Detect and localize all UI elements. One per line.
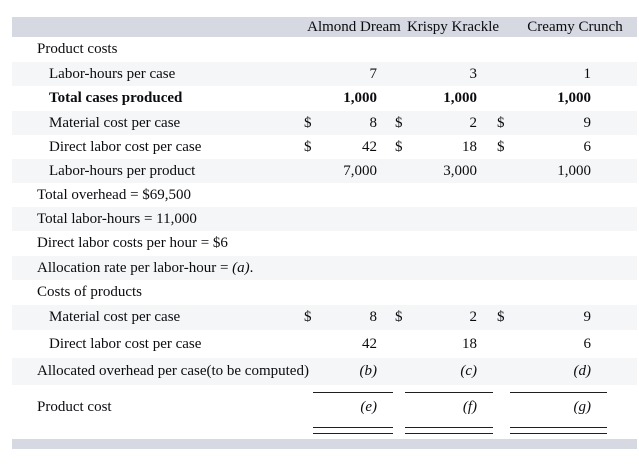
double-rule-creamy <box>510 427 607 434</box>
value-creamy: 6 <box>583 335 592 352</box>
value-almond: 8 <box>369 114 378 131</box>
value-krispy: 1,000 <box>443 90 477 106</box>
value-krispy: 2 <box>469 114 478 131</box>
row-direct-labor-2: Direct labor cost per case 42 18 6 <box>12 330 637 358</box>
value-creamy: 9 <box>583 309 592 325</box>
value-krispy: 2 <box>469 309 478 325</box>
value-creamy: 6 <box>583 138 592 155</box>
allocation-rate-variable: (a) <box>232 259 250 276</box>
col-header-krispy-krackle: Krispy Krackle <box>406 18 500 35</box>
row-costs-of-products: Costs of products <box>12 280 637 305</box>
value-creamy: (d) <box>573 363 592 379</box>
dollar-sign-creamy: $ <box>497 309 505 325</box>
row-label: Total labor-hours = 11,000 <box>37 210 197 227</box>
value-krispy: 3 <box>469 65 478 82</box>
row-label: Allocation rate per labor-hour = (a). <box>12 260 637 277</box>
row-product-costs: Product costs <box>12 37 637 62</box>
row-allocation-rate: Allocation rate per labor-hour = (a). <box>12 256 637 280</box>
double-rule-row <box>12 427 637 434</box>
allocation-rate-period: . <box>249 259 254 276</box>
value-almond: 42 <box>362 138 377 155</box>
value-krispy: 18 <box>462 138 477 155</box>
value-creamy: 1,000 <box>557 90 591 106</box>
row-label: Labor-hours per case <box>49 65 176 82</box>
footer-bar <box>12 439 637 449</box>
value-almond: 42 <box>362 335 377 352</box>
single-rule-row <box>12 392 637 395</box>
row-material-cost-2: Material cost per case $ 8 $ 2 $ 9 <box>12 305 637 330</box>
double-rule-krispy <box>405 427 493 434</box>
row-label: Direct labor cost per case <box>49 138 202 155</box>
row-labor-hours-per-product: Labor-hours per product 7,000 3,000 1,00… <box>12 159 637 183</box>
row-direct-labor-1: Direct labor cost per case $ 42 $ 18 $ 6 <box>12 135 637 159</box>
dollar-sign-almond: $ <box>304 138 312 155</box>
dollar-sign-krispy: $ <box>395 114 403 131</box>
single-rule-almond <box>313 392 393 393</box>
row-allocated-overhead: Allocated overhead per case(to be comput… <box>12 358 637 385</box>
dollar-sign-creamy: $ <box>497 138 505 155</box>
col-header-creamy-crunch: Creamy Crunch <box>527 18 623 35</box>
row-label: Allocated overhead per case(to be comput… <box>37 363 309 379</box>
value-creamy: 1,000 <box>557 162 591 179</box>
row-label: Total overhead = $69,500 <box>37 186 192 203</box>
allocation-rate-text: Allocation rate per labor-hour = <box>37 259 233 276</box>
value-krispy: (f) <box>462 398 477 415</box>
dollar-sign-krispy: $ <box>395 138 403 155</box>
value-almond: 7,000 <box>343 162 377 179</box>
spacer <box>12 385 637 392</box>
value-krispy: 18 <box>462 335 477 352</box>
row-label: Labor-hours per product <box>49 162 196 179</box>
value-almond: 7 <box>369 65 378 82</box>
value-krispy: 3,000 <box>443 162 477 179</box>
value-almond: (e) <box>360 398 377 415</box>
value-creamy: 9 <box>583 114 592 131</box>
single-rule-krispy <box>405 392 493 393</box>
section-label: Costs of products <box>37 284 142 300</box>
spacer <box>12 419 637 427</box>
single-rule-creamy <box>510 392 607 393</box>
row-product-cost: Product cost (e) (f) (g) <box>12 395 637 419</box>
dollar-sign-krispy: $ <box>395 309 403 325</box>
cost-table: Almond Dream Krispy Krackle Creamy Crunc… <box>12 17 637 449</box>
row-material-cost-1: Material cost per case $ 8 $ 2 $ 9 <box>12 111 637 135</box>
row-label: Product cost <box>37 398 112 415</box>
section-label: Product costs <box>37 41 118 57</box>
row-direct-labor-per-hour: Direct labor costs per hour = $6 <box>12 231 637 256</box>
dollar-sign-almond: $ <box>304 114 312 131</box>
value-creamy: 1 <box>583 65 592 82</box>
value-almond: (b) <box>359 363 378 379</box>
value-almond: 8 <box>369 309 378 325</box>
row-total-overhead: Total overhead = $69,500 <box>12 183 637 207</box>
value-krispy: (c) <box>460 363 477 379</box>
header-row: Almond Dream Krispy Krackle Creamy Crunc… <box>12 17 637 37</box>
row-total-labor-hours: Total labor-hours = 11,000 <box>12 207 637 231</box>
dollar-sign-creamy: $ <box>497 114 505 131</box>
row-total-cases-produced: Total cases produced 1,000 1,000 1,000 <box>12 86 637 111</box>
double-rule-almond <box>313 427 393 434</box>
row-label: Total cases produced <box>49 90 183 106</box>
col-header-almond-dream: Almond Dream <box>307 18 401 35</box>
value-creamy: (g) <box>573 398 592 415</box>
row-labor-hours-per-case: Labor-hours per case 7 3 1 <box>12 62 637 86</box>
value-almond: 1,000 <box>343 90 377 106</box>
dollar-sign-almond: $ <box>304 309 312 325</box>
row-label: Material cost per case <box>49 114 181 131</box>
row-label: Material cost per case <box>49 309 181 325</box>
row-label: Direct labor cost per case <box>49 335 202 352</box>
row-label: Direct labor costs per hour = $6 <box>37 235 228 251</box>
